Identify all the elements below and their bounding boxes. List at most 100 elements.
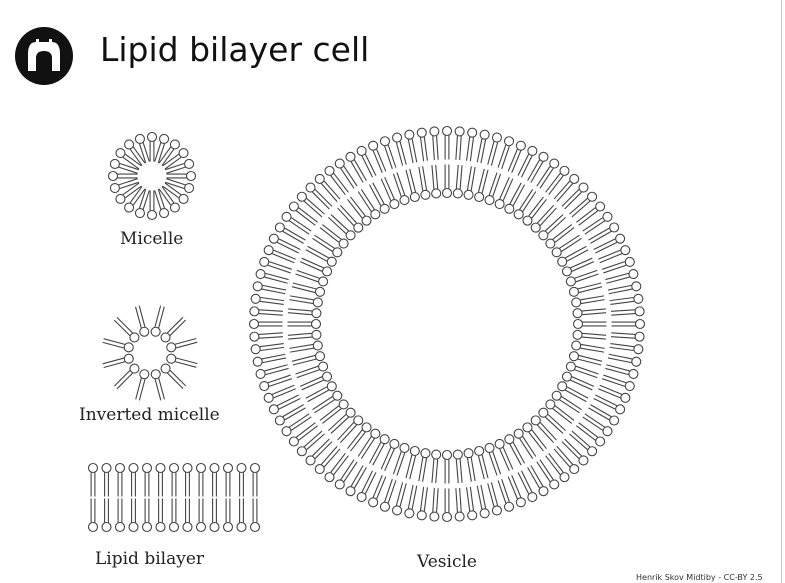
lipid-molecule xyxy=(610,331,645,342)
lipid-molecule xyxy=(545,224,575,249)
lipid-molecule xyxy=(561,257,595,277)
lipid-molecule xyxy=(576,201,606,226)
lipid-molecule xyxy=(571,340,605,353)
lipid-molecule xyxy=(158,186,180,213)
lipid-molecule xyxy=(429,126,440,161)
lipid-molecule xyxy=(598,384,631,403)
lipid-molecule xyxy=(517,470,538,503)
lipid-molecule xyxy=(160,316,186,343)
lipid-molecule xyxy=(162,148,189,170)
lipid-molecule xyxy=(134,133,150,163)
lipid-molecule xyxy=(124,186,146,213)
lipid-molecule xyxy=(305,245,337,267)
lipid-molecule xyxy=(513,428,537,459)
lipid-molecule xyxy=(249,331,284,342)
lipid-molecule xyxy=(324,165,349,195)
lipid-molecule xyxy=(305,381,337,403)
lipid-molecule xyxy=(115,182,142,204)
lipid-molecule xyxy=(236,498,247,533)
lipid-molecule xyxy=(405,168,420,203)
lipid-molecule xyxy=(255,364,289,380)
lipid-molecule xyxy=(416,486,428,521)
lipid-molecule xyxy=(494,438,514,472)
lipid-molecule xyxy=(379,136,397,170)
lipid-molecule xyxy=(474,168,489,203)
lipid-molecule xyxy=(101,498,112,533)
lipid-molecule xyxy=(154,189,170,219)
lipid-molecule xyxy=(609,343,644,355)
lipid-molecule xyxy=(334,459,358,490)
lipid-molecule xyxy=(222,462,234,497)
lipid-molecule xyxy=(463,448,476,482)
lipid-molecule xyxy=(252,281,287,295)
lipid-molecule xyxy=(146,131,158,162)
lipid-molecule xyxy=(452,449,463,484)
lipid-molecule xyxy=(530,415,557,444)
lipid-molecule xyxy=(441,488,453,523)
lipid-molecule xyxy=(536,459,560,490)
lipid-molecule xyxy=(431,164,442,199)
image-credit: Henrik Skov Midtiby - CC-BY 2.5 xyxy=(636,573,763,582)
lipid-molecule xyxy=(327,407,356,434)
lipid-molecule xyxy=(565,361,599,379)
lipid-molecule xyxy=(168,462,180,497)
lipid-molecule xyxy=(347,422,372,452)
lipid-molecule xyxy=(522,196,547,226)
lipid-molecule xyxy=(530,204,557,233)
lipid-molecule xyxy=(296,430,325,457)
lipid-molecule xyxy=(593,233,626,254)
lipid-molecule xyxy=(441,125,453,160)
arch-gate-icon xyxy=(15,27,73,85)
lipid-molecule xyxy=(368,140,387,173)
lipid-molecule xyxy=(128,462,139,497)
lipid-molecule xyxy=(607,353,642,367)
lipid-molecule xyxy=(263,245,296,264)
lipid-molecule xyxy=(609,293,644,305)
lipid-molecule xyxy=(165,178,195,194)
lipid-molecule xyxy=(557,245,589,267)
lipid-molecule xyxy=(569,430,598,457)
inverted-micelle-label: Inverted micelle xyxy=(79,405,220,425)
lipid-molecule xyxy=(102,338,134,353)
lipid-molecule xyxy=(513,189,537,220)
lipid-molecule xyxy=(572,308,607,319)
lipid-bilayer-label: Lipid bilayer xyxy=(95,549,205,569)
lipid-molecule xyxy=(553,446,580,475)
lipid-molecule xyxy=(146,190,158,221)
lipid-molecule xyxy=(166,170,197,182)
lipid-molecule xyxy=(368,475,387,508)
lipid-molecule xyxy=(252,353,287,367)
lipid-molecule xyxy=(527,151,549,183)
lipid-molecule xyxy=(588,222,620,244)
lipid-molecule xyxy=(538,407,567,434)
lipid-molecule xyxy=(287,318,322,330)
lipid-molecule xyxy=(291,282,326,297)
lipid-molecule xyxy=(337,204,364,233)
lipid-molecule xyxy=(166,353,198,368)
lipid-molecule xyxy=(569,191,598,218)
lipid-molecule xyxy=(357,428,381,459)
lipid-molecule xyxy=(287,329,322,340)
lipid-molecule xyxy=(319,399,349,424)
lipid-molecule xyxy=(357,189,381,220)
lipid-molecule xyxy=(113,317,140,343)
lipid-molecule xyxy=(536,158,560,189)
lipid-molecule xyxy=(248,318,283,330)
lipid-molecule xyxy=(429,487,440,522)
lipid-molecule xyxy=(484,442,502,476)
lipid-molecule xyxy=(404,129,418,164)
lipid-molecule xyxy=(572,329,607,340)
lipid-molecule xyxy=(249,306,284,317)
lipid-molecule xyxy=(527,465,549,497)
lipid-molecule xyxy=(166,337,198,353)
lipid-molecule xyxy=(607,281,642,295)
lipid-molecule xyxy=(545,165,570,195)
lipid-molecule xyxy=(463,166,476,200)
lipid-molecule xyxy=(452,164,463,199)
lipid-molecule xyxy=(124,139,146,166)
lipid-molecule xyxy=(158,139,180,166)
lipid-molecule xyxy=(441,449,453,484)
lipid-molecule xyxy=(545,399,575,424)
lipid-molecule xyxy=(517,145,538,178)
lipid-molecule xyxy=(155,462,166,497)
